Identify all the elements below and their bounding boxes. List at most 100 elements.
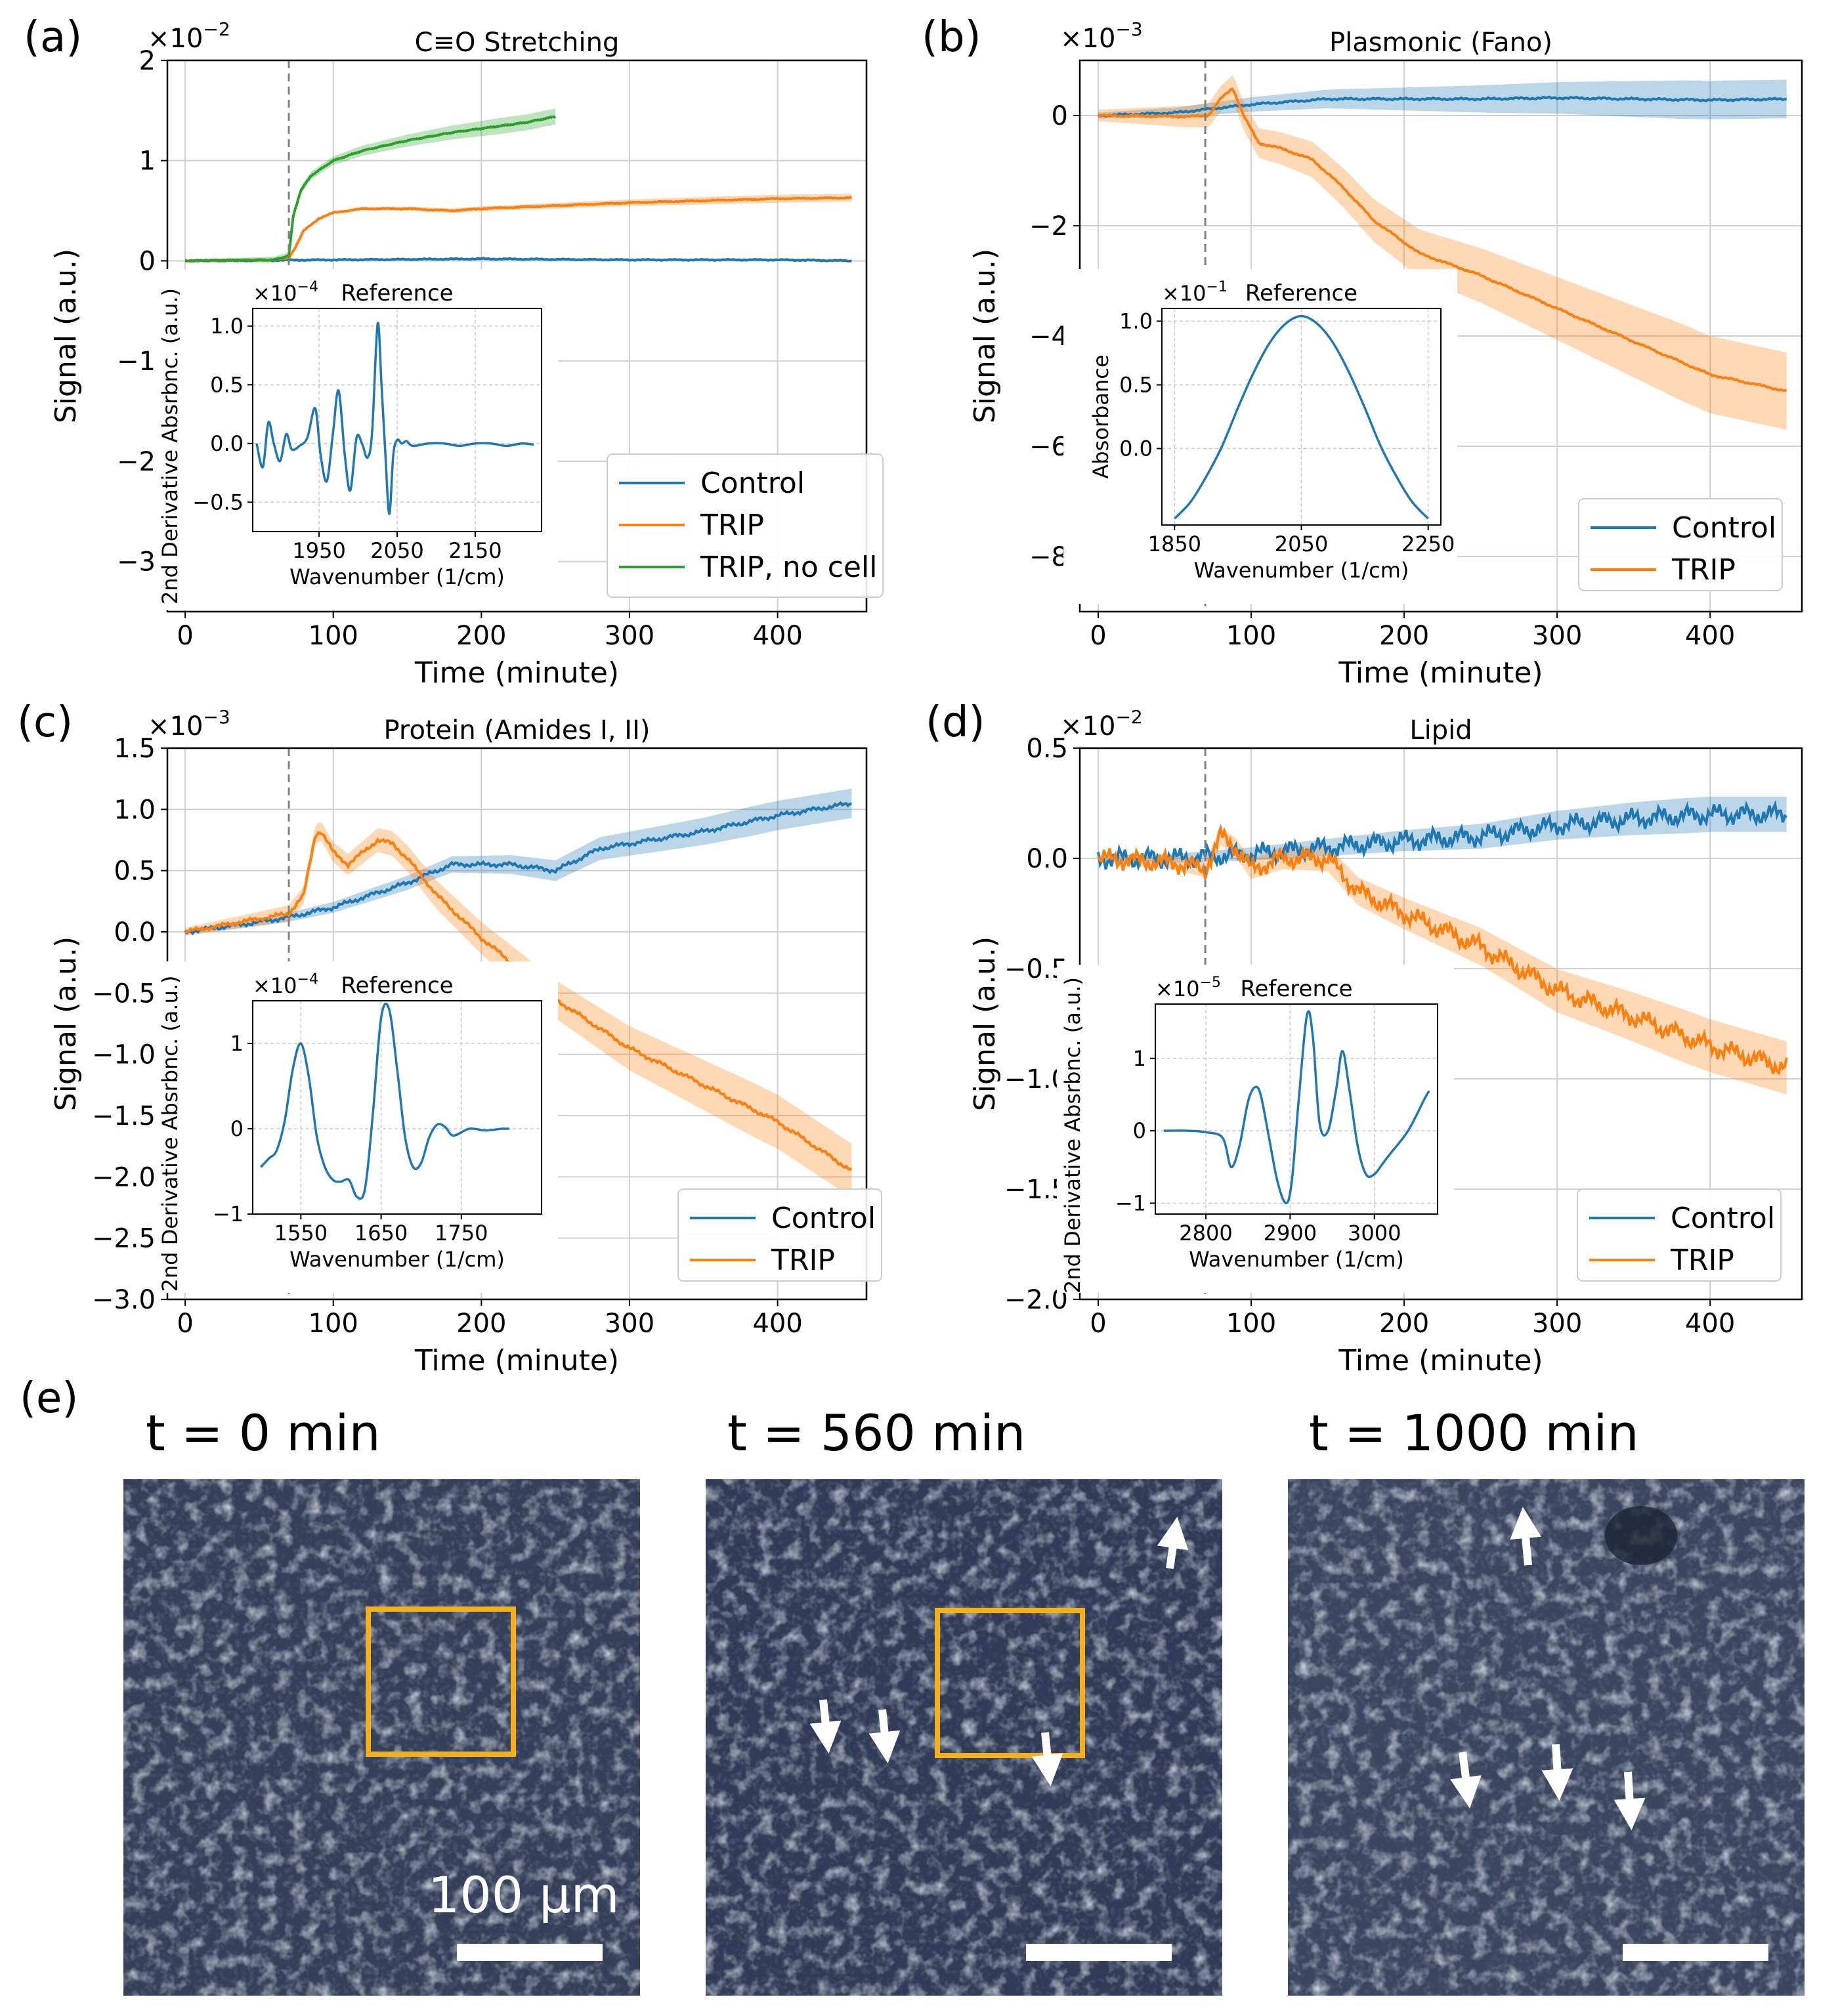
y-axis-label: Signal (a.u.) <box>49 936 83 1111</box>
inset-y-tick-label: −0.5 <box>192 490 244 514</box>
x-tick-label: 200 <box>1379 621 1429 651</box>
micrograph-t0: 100 μm <box>123 1479 640 1996</box>
y-axis-label: Signal (a.u.) <box>49 249 83 423</box>
x-tick-label: 400 <box>752 621 802 651</box>
chart-title: Lipid <box>1409 715 1472 746</box>
series-band-control <box>1098 796 1787 864</box>
microscopy-panel: t = 0 min t = 560 min t = 1000 min 100 μ… <box>123 1404 1805 1996</box>
zoom-box-t0 <box>366 1606 516 1757</box>
micro-title-560: t = 560 min <box>727 1404 1025 1462</box>
y-tick-label: 1.5 <box>114 734 156 764</box>
inset-x-tick-label: 2050 <box>1275 532 1328 556</box>
inset-reference-line <box>259 1002 510 1200</box>
inset-x-tick-label: 2250 <box>1401 532 1455 556</box>
micro-title-1000: t = 1000 min <box>1309 1404 1639 1462</box>
y-tick-label: −3 <box>117 547 156 578</box>
x-tick-label: 100 <box>309 1309 358 1339</box>
inset-x-tick-label: 2050 <box>370 538 423 563</box>
x-tick-label: 200 <box>456 621 506 651</box>
panel-letter-b: (b) <box>922 13 981 62</box>
y-multiplier: ×10−3 <box>1060 18 1143 54</box>
scale-bar-t1000 <box>1623 1944 1768 1961</box>
panel-letter-c: (c) <box>17 698 73 747</box>
legend-box <box>607 453 884 598</box>
inset-y-tick-label: 0 <box>230 1116 244 1141</box>
scale-bar-t560 <box>1026 1944 1172 1961</box>
chart-title: C≡O Stretching <box>415 28 620 58</box>
x-tick-label: 200 <box>1379 1309 1429 1339</box>
inset-y-tick-label: 1 <box>230 1031 244 1056</box>
x-axis-label: Time (minute) <box>414 656 619 690</box>
inset-reference-line <box>1174 314 1429 520</box>
y-tick-label: −2.0 <box>92 1162 156 1192</box>
inset-frame <box>1161 308 1442 526</box>
inset-y-axis-label: 2nd Derivative Absrbnc. (a.u.) <box>158 975 182 1292</box>
inset-title: Reference <box>341 280 453 306</box>
inset-frame <box>252 1000 542 1215</box>
scale-bar-label: 100 μm <box>428 1866 620 1924</box>
inset-frame <box>252 308 542 532</box>
inset-y-tick-label: 0.5 <box>210 372 244 397</box>
y-multiplier: ×10−2 <box>1060 706 1143 742</box>
x-tick-label: 0 <box>177 621 193 651</box>
inset-frame <box>1155 1003 1438 1215</box>
y-tick-label: 0.0 <box>114 917 156 948</box>
arrow-icon <box>868 1709 901 1763</box>
inset-y-tick-label: 1.0 <box>1119 308 1153 333</box>
x-axis-label: Time (minute) <box>414 1344 619 1377</box>
inset-y-tick-label: 0 <box>1133 1118 1146 1143</box>
y-tick-label: 1 <box>139 146 156 177</box>
inset-x-tick-label: 1950 <box>292 538 345 563</box>
scale-bar-t0 <box>457 1944 603 1961</box>
arrow-icon <box>1614 1771 1646 1830</box>
micrograph-t560 <box>706 1479 1222 1996</box>
x-tick-label: 300 <box>1532 1309 1582 1339</box>
series-line-trip <box>184 196 852 262</box>
x-axis-label: Time (minute) <box>1338 1344 1543 1377</box>
arrow-icon <box>1157 1517 1189 1569</box>
inset-title: Reference <box>1240 976 1352 1002</box>
chart-c: Protein (Amides I, II) 0 100 200 300 400 −3.0 −… <box>49 706 882 1377</box>
legend-label-trip: TRIP <box>700 509 764 542</box>
inset-x-axis-label: Wavenumber (1/cm) <box>289 1247 505 1272</box>
inset-x-axis-label: Wavenumber (1/cm) <box>289 564 505 589</box>
inset-title: Reference <box>341 973 453 999</box>
inset-x-tick-label: 3000 <box>1348 1221 1401 1246</box>
inset-y-tick-label: −1 <box>213 1202 244 1227</box>
legend-label-control: Control <box>771 1202 876 1235</box>
x-tick-label: 100 <box>1226 621 1276 651</box>
panel-letter-e: (e) <box>20 1374 78 1423</box>
inset-y-tick-label: 1 <box>1133 1046 1146 1071</box>
arrow-icon <box>1541 1744 1573 1801</box>
inset-x-tick-label: 2150 <box>448 538 502 563</box>
inset-x-tick-label: 1850 <box>1148 532 1201 556</box>
legend-label-trip: TRIP <box>771 1244 835 1277</box>
chart-title: Protein (Amides I, II) <box>384 715 651 746</box>
y-multiplier: ×10−3 <box>148 706 230 742</box>
y-axis-label: Signal (a.u.) <box>968 249 1002 423</box>
legend-label-control: Control <box>700 467 805 500</box>
inset-background <box>1057 965 1454 1293</box>
arrow-icon <box>1031 1732 1063 1786</box>
arrow-icon <box>1450 1752 1482 1809</box>
panel-letter-a: (a) <box>24 13 82 62</box>
x-tick-label: 300 <box>605 1309 654 1339</box>
y-axis-label: Signal (a.u.) <box>968 936 1002 1111</box>
y-tick-label: −8 <box>1029 542 1068 572</box>
inset-y-tick-label: 0.0 <box>210 431 244 456</box>
panel-letter-d: (d) <box>926 698 985 747</box>
x-tick-label: 100 <box>1226 1309 1276 1339</box>
inset-x-tick-label: 2800 <box>1179 1221 1232 1246</box>
x-tick-label: 200 <box>456 1309 506 1339</box>
inset-y-tick-label: 1.0 <box>210 314 244 339</box>
inset-y-axis-label: 2nd Derivative Absrbnc. (a.u.) <box>158 288 182 604</box>
legend-label-trip: TRIP <box>1670 1244 1734 1277</box>
x-tick-label: 400 <box>752 1309 802 1339</box>
series-line-trip <box>1097 823 1788 1076</box>
arrow-icon <box>1510 1507 1542 1566</box>
y-tick-label: −2.5 <box>92 1224 156 1254</box>
y-tick-label: −2 <box>117 447 156 477</box>
inset-background <box>1063 269 1457 604</box>
inset-reference-line <box>1163 1010 1430 1205</box>
series-line-control <box>184 257 852 263</box>
